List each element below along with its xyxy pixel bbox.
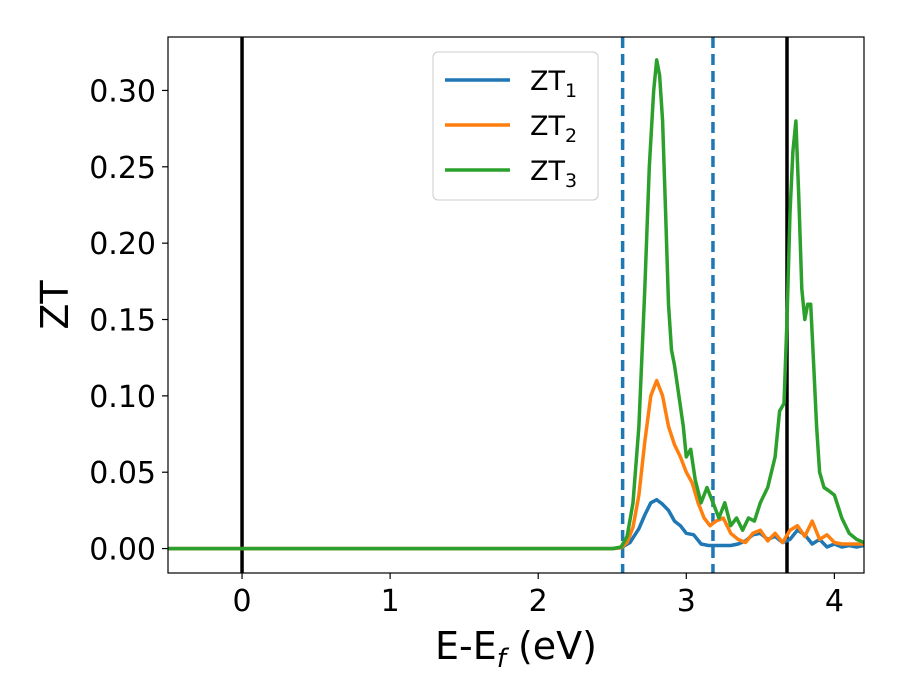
y-tick-label: 0.30 bbox=[89, 74, 156, 109]
legend-label-zt3: ZT3 bbox=[530, 156, 577, 192]
x-axis-label-suffix: (eV) bbox=[506, 624, 597, 668]
series-line-zt3 bbox=[168, 58, 864, 551]
x-tick-label: 4 bbox=[825, 584, 844, 619]
x-axis-label-main: E-E bbox=[435, 624, 497, 668]
x-axis-label: E-Ef (eV) bbox=[435, 624, 597, 674]
y-axis-label: ZT bbox=[33, 280, 77, 330]
legend-label-zt2: ZT2 bbox=[530, 111, 577, 147]
x-axis: 0 1 2 3 4 bbox=[232, 573, 844, 619]
series-line-zt2 bbox=[168, 378, 864, 551]
plot-frame bbox=[167, 36, 865, 574]
legend-box bbox=[432, 51, 599, 201]
x-tick-label: 1 bbox=[381, 584, 400, 619]
y-tick-label: 0.00 bbox=[89, 533, 156, 568]
y-tick-label: 0.15 bbox=[89, 304, 156, 339]
x-tick-label: 3 bbox=[677, 584, 696, 619]
y-tick-label: 0.25 bbox=[89, 151, 156, 186]
legend-label-zt1: ZT1 bbox=[530, 66, 577, 102]
y-tick-label: 0.20 bbox=[89, 227, 156, 262]
y-axis: 0.00 0.05 0.10 0.15 0.20 0.25 0.30 bbox=[89, 74, 168, 568]
legend: ZT1 ZT2 ZT3 bbox=[432, 51, 599, 201]
x-tick-label: 0 bbox=[232, 584, 251, 619]
series-lines bbox=[168, 58, 864, 551]
y-tick-label: 0.10 bbox=[89, 380, 156, 415]
y-tick-label: 0.05 bbox=[89, 456, 156, 491]
x-tick-label: 2 bbox=[529, 584, 548, 619]
